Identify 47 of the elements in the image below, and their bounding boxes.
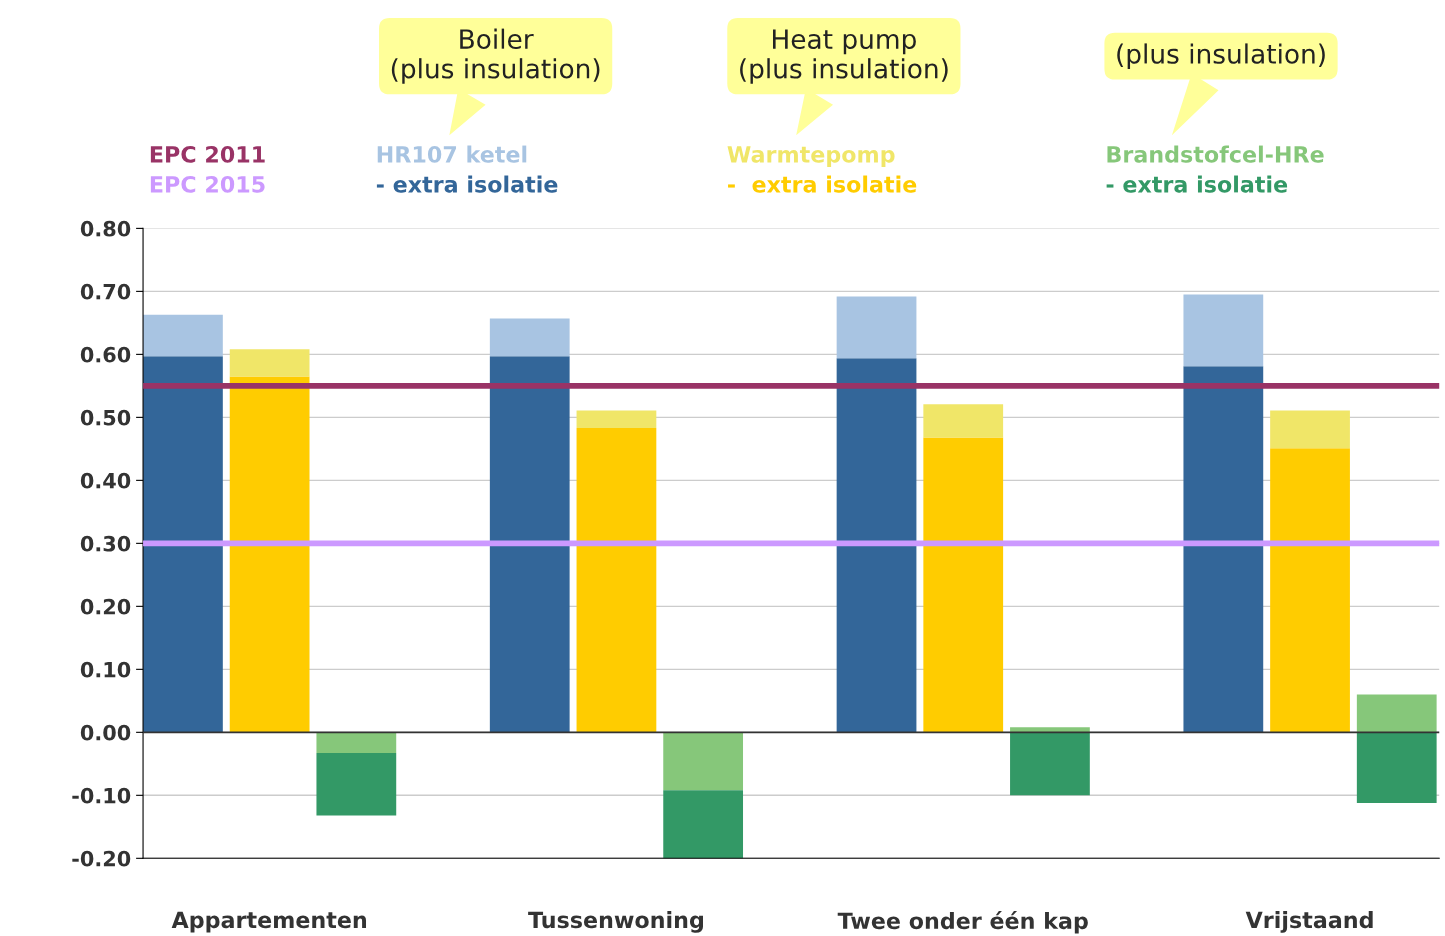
- text: HR107 ketel: [377, 145, 527, 163]
- bar: [923, 404, 1004, 438]
- bar: [229, 349, 310, 377]
- bar: [1183, 294, 1264, 367]
- y-tick-label: -0.20: [72, 850, 131, 867]
- y-tick-label: 0.10: [80, 661, 131, 678]
- x-tick-label: Appartementen: [171, 911, 367, 933]
- ref-line-label: EPC 2015: [150, 175, 265, 193]
- y-tick-label: 0.20: [80, 598, 131, 615]
- bar: [576, 410, 657, 429]
- x-tick-label: Tussenwoning: [528, 911, 703, 933]
- bar: [1270, 410, 1350, 449]
- x-tick-label: Vrijstaand: [1245, 911, 1373, 933]
- text: Heat pump (plus insulation): [740, 29, 948, 84]
- bar: [1356, 694, 1437, 733]
- y-tick-label: 0.70: [80, 283, 131, 300]
- text: - extra isolatie: [1106, 175, 1288, 193]
- text: - extra isolatie: [728, 175, 917, 193]
- ref-line-label: EPC 2011: [150, 145, 265, 163]
- y-tick-label: 0.60: [80, 346, 131, 363]
- text: Warmtepomp: [727, 146, 895, 168]
- bar: [836, 296, 917, 359]
- y-tick-label: 0.30: [80, 535, 131, 552]
- bar: [1183, 366, 1264, 733]
- text: (plus insulation): [1117, 43, 1325, 69]
- text: Boiler (plus insulation): [391, 28, 600, 84]
- y-tick-label: -0.10: [72, 787, 131, 804]
- bar: [229, 376, 310, 733]
- y-tick-label: 0.80: [80, 220, 131, 237]
- y-tick-label: 0.40: [80, 472, 131, 489]
- bar: [143, 356, 223, 733]
- bar: [489, 318, 570, 357]
- bar: [1010, 732, 1090, 796]
- bar: [143, 314, 223, 357]
- bar: [1356, 732, 1437, 803]
- bar: [316, 753, 397, 816]
- bar: [836, 358, 917, 733]
- text: Brandstofcel-HRe: [1107, 145, 1324, 163]
- bar: [1270, 448, 1350, 733]
- y-tick-label: 0.50: [80, 409, 131, 426]
- text: - extra isolatie: [376, 175, 558, 193]
- bar: [489, 356, 570, 733]
- y-tick-label: 0.00: [80, 724, 131, 741]
- x-tick-label: Twee onder één kap: [837, 911, 1088, 934]
- bar: [576, 428, 657, 733]
- bar: [316, 732, 397, 754]
- bar: [923, 437, 1004, 733]
